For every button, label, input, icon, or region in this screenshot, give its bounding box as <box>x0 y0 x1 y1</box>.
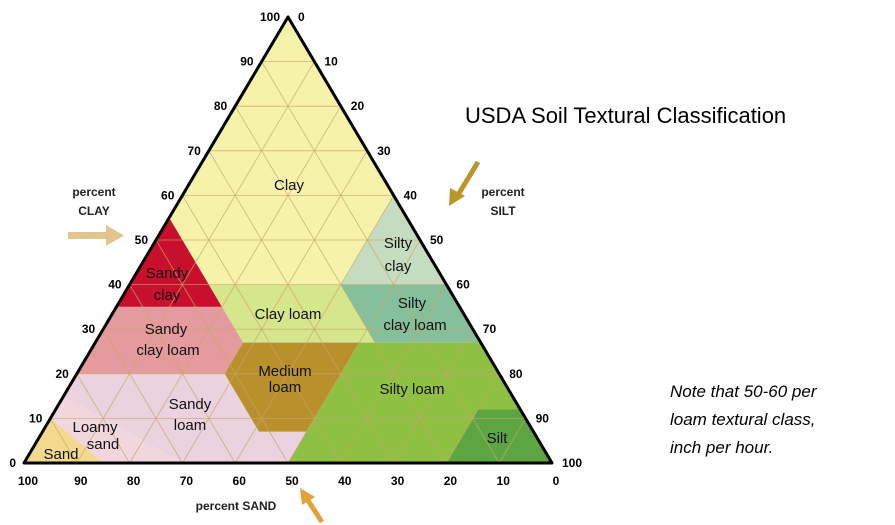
sand-tick-label: 60 <box>233 474 247 488</box>
grid-line <box>50 418 78 464</box>
silt-tick-label: 70 <box>483 322 497 336</box>
region-label: Silty <box>384 235 413 252</box>
region-label: sand <box>87 436 120 453</box>
region-label: Sandy <box>145 321 188 338</box>
sand-tick-label: 100 <box>18 474 38 488</box>
soil-region <box>224 342 360 432</box>
grid-line <box>76 373 130 464</box>
silt-tick-label: 80 <box>509 367 523 381</box>
region-label: Silty loam <box>379 381 444 398</box>
region-label: Sandy <box>146 265 189 282</box>
sand-tick-label: 30 <box>391 474 405 488</box>
silt-tick-label: 40 <box>404 188 418 202</box>
title: USDA Soil Textural Classification <box>465 103 786 128</box>
clay-tick-label: 40 <box>108 278 122 292</box>
sand-tick-label: 70 <box>180 474 194 488</box>
sand-tick-label: 10 <box>497 474 511 488</box>
grid-line <box>287 239 421 464</box>
grid-line <box>182 195 342 464</box>
region-label: clay loam <box>383 317 446 334</box>
clay-tick-label: 0 <box>9 456 16 470</box>
clay-tick-label: 70 <box>187 144 201 158</box>
clay-tick-label: 60 <box>161 188 175 202</box>
grid <box>50 61 526 464</box>
clay-tick-label: 20 <box>55 367 69 381</box>
region-label: Silt <box>487 430 509 447</box>
silt-arrow <box>449 160 481 206</box>
region-label: clay <box>154 287 181 304</box>
region-label: Sand <box>43 446 78 463</box>
grid-line <box>393 328 474 464</box>
silt-tick-label: 0 <box>298 10 305 24</box>
silt-axis-label: SILT <box>490 204 516 218</box>
clay-arrow <box>68 225 124 246</box>
soil-region <box>446 409 552 463</box>
sand-tick-label: 40 <box>338 474 352 488</box>
clay-axis-label: CLAY <box>78 204 110 218</box>
grid-line <box>129 284 236 464</box>
region-label: Medium <box>258 363 311 380</box>
silt-tick-label: 100 <box>562 456 582 470</box>
silt-tick-label: 90 <box>536 411 550 425</box>
grid-line <box>498 418 526 464</box>
grid-line <box>102 328 183 464</box>
sand-arrow <box>300 488 325 524</box>
clay-tick-label: 90 <box>240 55 254 69</box>
sand-tick-label: 20 <box>444 474 458 488</box>
grid-line <box>208 150 394 464</box>
soil-region <box>288 342 521 463</box>
triangle-outline <box>22 15 554 465</box>
sand-tick-label: 80 <box>127 474 141 488</box>
silt-tick-label: 10 <box>324 55 338 69</box>
sand-axis-label: percent SAND <box>196 499 277 513</box>
clay-tick-label: 80 <box>214 99 228 113</box>
silt-tick-label: 60 <box>456 278 470 292</box>
region-labels: Clay Sandy clay Silty clay Clay loam Silty clay… <box>43 177 508 463</box>
note-line: inch per hour. <box>670 438 773 457</box>
silt-tick-label: 20 <box>351 99 365 113</box>
grid-line <box>182 150 368 464</box>
sand-tick-label: 90 <box>74 474 88 488</box>
soil-region <box>76 306 244 374</box>
region-label: clay loam <box>136 342 199 359</box>
grid-line <box>155 239 289 464</box>
grid-line <box>261 61 500 464</box>
silt-axis-label: percent <box>481 185 524 199</box>
region-label: clay <box>385 258 412 275</box>
grid-line <box>76 61 315 464</box>
soil-region <box>50 396 183 463</box>
clay-axis-label: percent <box>72 185 115 199</box>
soil-region <box>208 284 376 343</box>
region-label: Sandy <box>169 396 212 413</box>
clay-tick-label: 100 <box>260 10 280 24</box>
region-label: Loamy <box>72 419 118 436</box>
grid-line <box>234 105 447 464</box>
sand-tick-label: 50 <box>285 474 299 488</box>
clay-tick-label: 10 <box>29 411 43 425</box>
clay-tick-label: 30 <box>82 322 96 336</box>
sand-tick-label: 0 <box>553 474 560 488</box>
region-label: loam <box>269 379 302 396</box>
note-line: loam textural class, <box>670 410 816 429</box>
silt-tick-label: 30 <box>377 144 391 158</box>
note-line: Note that 50-60 per <box>670 382 818 401</box>
region-label: Clay <box>274 177 305 194</box>
silt-tick-label: 50 <box>430 233 444 247</box>
region-label: Clay loam <box>255 306 322 323</box>
region-label: Silty <box>398 295 427 312</box>
region-label: loam <box>174 417 207 434</box>
clay-tick-label: 50 <box>135 233 149 247</box>
